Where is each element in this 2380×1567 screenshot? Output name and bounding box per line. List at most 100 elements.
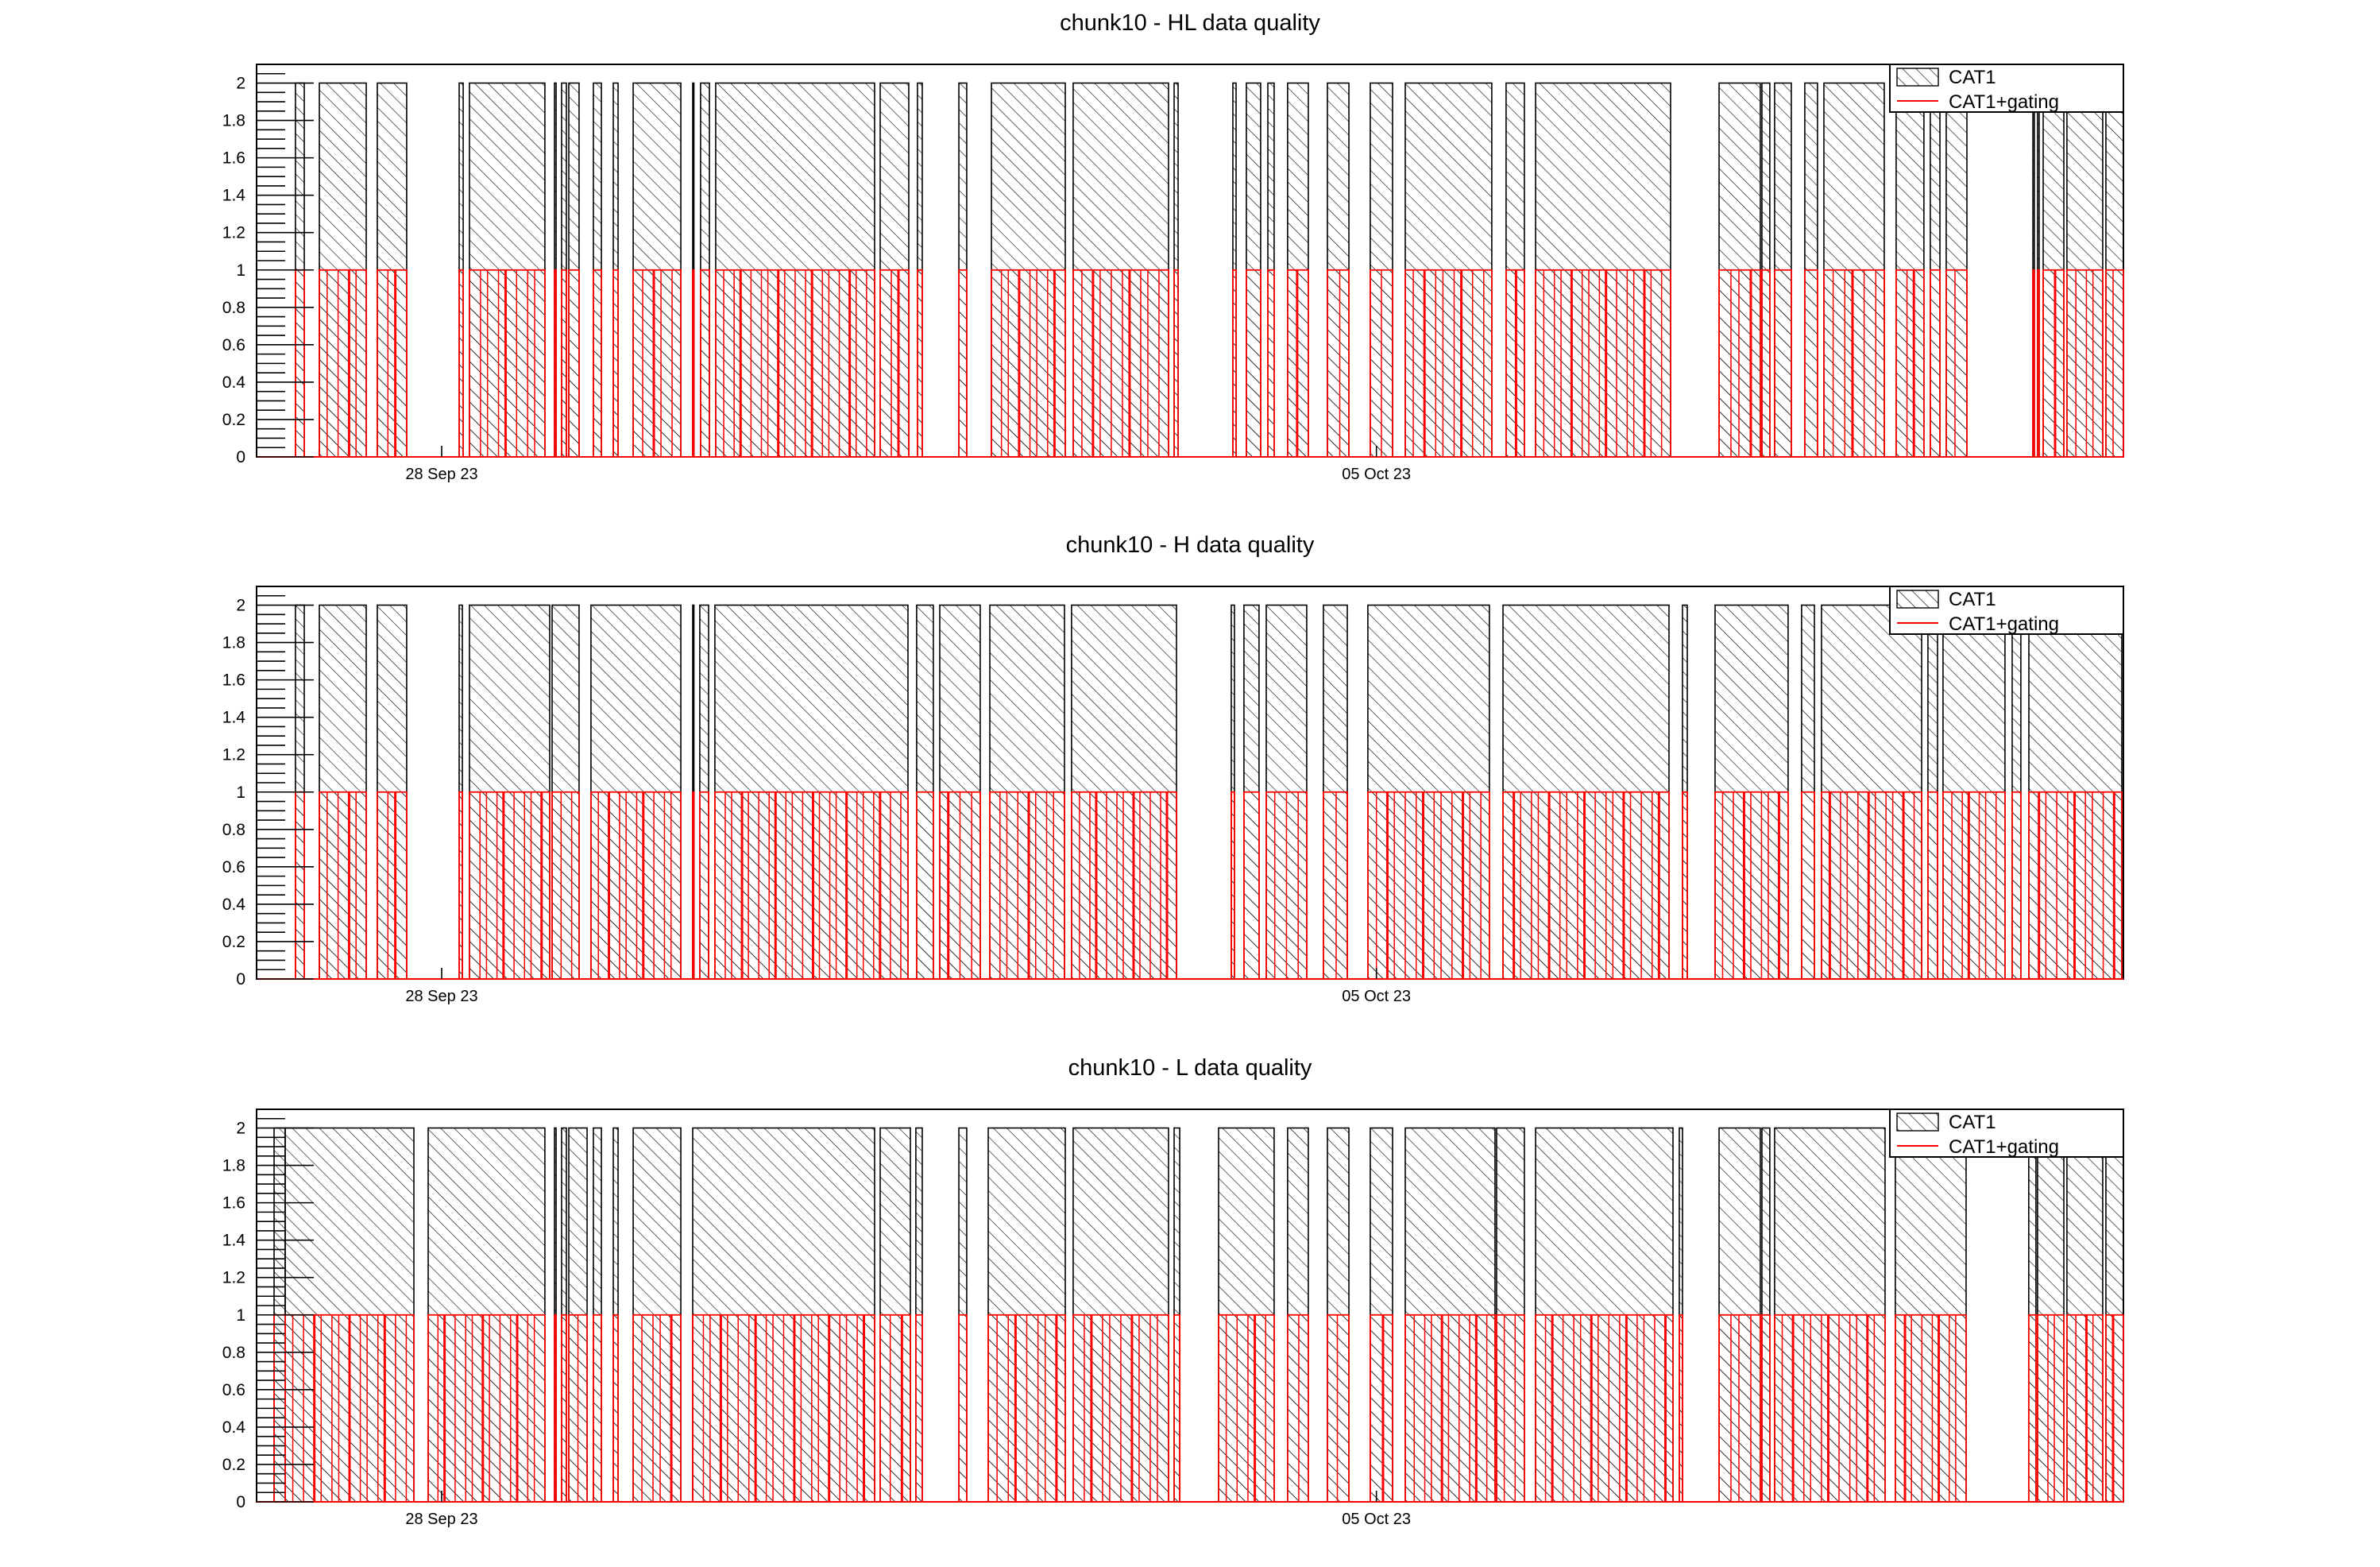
y-tick-label: 0.6 — [222, 858, 245, 876]
gating-bar — [1535, 1314, 1674, 1503]
gating-bar — [2042, 269, 2065, 458]
gating-bar — [2028, 791, 2123, 980]
gating-bar — [590, 791, 682, 980]
gating-bar — [1231, 791, 1235, 980]
gating-bar — [699, 791, 709, 980]
gating-bar — [458, 791, 463, 980]
gating-bar — [1370, 1314, 1393, 1503]
y-tick-label: 1 — [236, 1306, 245, 1325]
gating-bar — [1496, 1314, 1525, 1503]
gating-bar — [1804, 269, 1818, 458]
gating-bar — [319, 269, 367, 458]
gating-bar — [1173, 1314, 1180, 1503]
gating-bar — [1367, 791, 1490, 980]
gating-bar — [1718, 1314, 1761, 1503]
gating-bar — [1894, 1314, 1967, 1503]
gating-bar — [319, 791, 367, 980]
gating-bar — [632, 1314, 682, 1503]
legend-label-cat1: CAT1 — [1949, 589, 1996, 610]
gating-bar — [568, 269, 580, 458]
y-tick-label: 1 — [236, 784, 245, 802]
y-tick-label: 0.6 — [222, 336, 245, 354]
gating-bar — [1327, 269, 1350, 458]
gating-bar — [568, 1314, 588, 1503]
gating-bar — [1682, 791, 1688, 980]
gating-bar — [551, 791, 580, 980]
gating-bar — [1072, 269, 1169, 458]
gating-bar — [1761, 269, 1771, 458]
gating-bar — [2065, 269, 2104, 458]
gating-bar — [1927, 791, 1938, 980]
gating-bar — [714, 791, 909, 980]
y-tick-label: 1.4 — [222, 709, 246, 727]
gating-bar — [427, 1314, 546, 1503]
y-axis: 0 0.2 0.4 0.6 0.8 1 1.2 1.4 1.6 1.8 2 — [222, 64, 314, 466]
gating-bar — [593, 1314, 602, 1503]
gating-bar — [469, 269, 546, 458]
gating-bar — [1323, 791, 1348, 980]
gating-bar — [1502, 791, 1670, 980]
legend: CAT1 CAT1+gating — [1889, 1109, 2124, 1158]
gating-bar — [958, 1314, 968, 1503]
y-tick-label: 0.6 — [222, 1381, 245, 1399]
y-tick-label: 2 — [236, 75, 245, 93]
legend-swatch-cat1 — [1896, 590, 1939, 609]
gating-bar — [987, 1314, 1066, 1503]
y-tick-label: 0.2 — [222, 933, 245, 951]
gating-bar — [377, 791, 408, 980]
y-tick-label: 0.4 — [222, 373, 246, 392]
gating-bar — [1370, 269, 1393, 458]
y-tick-label: 1.4 — [222, 1232, 246, 1250]
plot-title: chunk10 - L data quality — [1068, 1055, 1312, 1081]
gating-bar — [1930, 269, 1941, 458]
x-tick-label: 05 Oct 23 — [1342, 988, 1411, 1005]
y-tick-label: 1.2 — [222, 1269, 245, 1287]
gating-bar — [554, 269, 557, 458]
gating-bar — [1714, 791, 1789, 980]
gating-bar — [1327, 1314, 1350, 1503]
gating-bar — [991, 269, 1066, 458]
gating-bar — [593, 269, 602, 458]
legend-label-cat1: CAT1 — [1949, 1112, 1996, 1133]
plot-pad-3: chunk10 - L data quality 0 0.2 0.4 0.6 0.8 1 1.… — [222, 1055, 2124, 1528]
legend-swatch-cat1 — [1896, 68, 1939, 87]
gating-bar — [2037, 269, 2040, 458]
legend-label-gating: CAT1+gating — [1949, 91, 2059, 113]
gating-bar — [1945, 269, 1968, 458]
gating-bar — [2027, 1314, 2037, 1503]
gating-bar — [914, 1314, 923, 1503]
plot-pad-1: chunk10 - HL data quality 0 0.2 0.4 0.6 0.8 1 1… — [222, 10, 2124, 483]
gating-bar — [469, 791, 551, 980]
gating-bar — [1404, 269, 1493, 458]
gating-bar — [1821, 791, 1922, 980]
gating-bar — [295, 791, 305, 980]
legend-label-gating: CAT1+gating — [1949, 1136, 2059, 1158]
gating-bar — [715, 269, 875, 458]
gating-bar — [1774, 1314, 1886, 1503]
y-axis: 0 0.2 0.4 0.6 0.8 1 1.2 1.4 1.6 1.8 2 — [222, 1109, 314, 1511]
gating-bar — [958, 269, 968, 458]
y-axis: 0 0.2 0.4 0.6 0.8 1 1.2 1.4 1.6 1.8 2 — [222, 586, 314, 989]
gating-bar — [1070, 791, 1177, 980]
y-tick-label: 2 — [236, 597, 245, 615]
x-axis: 28 Sep 23 05 Oct 23 — [405, 1491, 1411, 1528]
y-tick-label: 0.4 — [222, 1418, 246, 1437]
gating-bar — [692, 1314, 875, 1503]
gating-bar — [612, 1314, 619, 1503]
y-tick-label: 1.6 — [222, 671, 245, 690]
x-axis: 28 Sep 23 05 Oct 23 — [405, 446, 1411, 483]
gating-bar — [1823, 269, 1885, 458]
x-axis: 28 Sep 23 05 Oct 23 — [405, 968, 1411, 1005]
gating-bar — [1265, 791, 1308, 980]
legend-label-gating: CAT1+gating — [1949, 613, 2059, 635]
gating-bar — [1679, 1314, 1683, 1503]
y-tick-label: 1.8 — [222, 634, 245, 652]
gating-bar — [284, 1314, 415, 1503]
gating-bars — [295, 269, 2124, 458]
gating-bar — [989, 791, 1065, 980]
gating-bar — [1286, 1314, 1309, 1503]
x-tick-label: 28 Sep 23 — [405, 466, 477, 483]
gating-bar — [1942, 791, 2006, 980]
y-tick-label: 0.8 — [222, 821, 245, 839]
